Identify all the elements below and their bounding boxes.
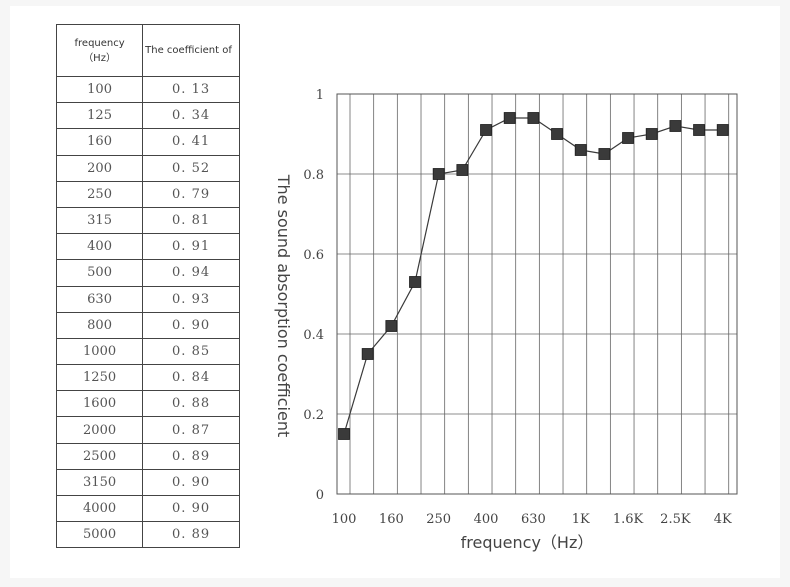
- data-point-marker: [716, 124, 729, 136]
- data-point-marker: [527, 112, 540, 124]
- y-tick-label: 0.2: [303, 408, 324, 423]
- data-point-marker: [551, 128, 563, 140]
- y-tick-label: 0: [316, 488, 324, 503]
- data-point-marker: [598, 148, 611, 160]
- y-tick-label: 0.4: [303, 328, 324, 343]
- plot-area-border: [336, 93, 738, 495]
- frequency-cell: 1000: [55, 337, 144, 366]
- data-point-marker: [338, 428, 350, 440]
- table-row: 200 0. 52: [55, 154, 240, 182]
- x-tick-label: 400: [474, 512, 499, 527]
- data-point-marker: [385, 320, 398, 332]
- x-tick-label: 250: [426, 512, 451, 527]
- table-row: 250 0. 79: [55, 180, 240, 208]
- x-tick-label: 1.6K: [613, 512, 644, 527]
- coefficient-cell: 0. 41: [142, 128, 240, 156]
- table-row: 1600 0. 88: [55, 390, 240, 418]
- coefficient-cell: 0. 93: [142, 285, 240, 313]
- y-tick-label: 0.8: [303, 168, 324, 183]
- x-tick-label: 1K: [572, 512, 590, 527]
- frequency-cell: 160: [55, 128, 144, 156]
- table-row: 125 0. 34: [55, 102, 240, 130]
- frequency-header-label: frequency: [74, 37, 125, 49]
- frequency-cell: 400: [55, 233, 144, 261]
- table-row: 315 0. 81: [55, 206, 240, 235]
- coefficient-cell: 0. 91: [142, 233, 240, 261]
- coefficient-cell: 0. 90: [142, 311, 240, 339]
- table-row: 5000 0. 89: [55, 521, 240, 549]
- frequency-cell: 3150: [55, 468, 144, 497]
- table-row: 1000 0. 85: [55, 337, 240, 366]
- coefficient-cell: 0. 87: [142, 416, 240, 444]
- data-point-marker: [361, 348, 374, 360]
- frequency-cell: 4000: [55, 494, 144, 523]
- data-point-marker: [574, 144, 587, 156]
- data-point-marker: [480, 124, 492, 136]
- chart-grid: [337, 94, 737, 494]
- series-markers: [338, 112, 729, 440]
- coefficient-cell: 0. 88: [142, 390, 240, 418]
- data-point-marker: [645, 128, 658, 140]
- coefficient-cell: 0. 52: [142, 154, 240, 182]
- table-row: 2000 0. 87: [55, 416, 240, 444]
- frequency-cell: 250: [55, 180, 144, 208]
- y-tick-label: 1: [316, 88, 324, 103]
- table-row: 2500 0. 89: [55, 442, 240, 470]
- data-point-marker: [432, 168, 445, 180]
- table-row: 630 0. 93: [55, 285, 240, 313]
- table-row: 400 0. 91: [55, 233, 240, 261]
- y-axis-ticks: 0 0.2 0.4 0.6 0.8 1: [303, 88, 324, 503]
- frequency-coefficient-table: frequency （Hz） The coefficient of 100 0. …: [55, 24, 240, 549]
- series-line: [343, 117, 723, 435]
- data-point-marker: [503, 112, 516, 124]
- frequency-cell: 125: [55, 102, 144, 130]
- coefficient-cell: 0. 89: [142, 521, 240, 549]
- table-body: 100 0. 13 125 0. 34 160 0. 41 200 0. 52 250 0. 79…: [55, 75, 240, 549]
- x-tick-label: 630: [521, 512, 546, 527]
- data-point-marker: [409, 276, 421, 288]
- frequency-cell: 800: [55, 311, 144, 339]
- y-axis-title: The sound absorption coefficient: [274, 174, 293, 437]
- frequency-cell: 5000: [55, 521, 144, 549]
- data-point-marker: [622, 132, 634, 144]
- x-tick-label: 4K: [714, 512, 732, 527]
- data-point-marker: [456, 164, 469, 176]
- coefficient-cell: 0. 34: [142, 102, 240, 130]
- x-tick-label: 160: [379, 512, 404, 527]
- table-row: 3150 0. 90: [55, 468, 240, 497]
- x-axis-title: frequency（Hz）: [461, 533, 594, 552]
- data-point-marker: [669, 120, 682, 132]
- table-row: 100 0. 13: [55, 75, 240, 104]
- x-tick-label: 100: [332, 512, 357, 527]
- x-tick-label: 2.5K: [660, 512, 691, 527]
- coefficient-cell: 0. 79: [142, 180, 240, 208]
- x-axis-ticks: 100 160 250 400 630 1K 1.6K 2.5K 4K: [332, 512, 732, 527]
- frequency-cell: 2000: [55, 416, 144, 444]
- frequency-header-unit: （Hz）: [83, 52, 116, 64]
- table-row: 800 0. 90: [55, 311, 240, 339]
- data-point-marker: [693, 124, 705, 136]
- coefficient-cell: 0. 13: [142, 75, 240, 104]
- frequency-column-header: frequency （Hz）: [55, 24, 144, 77]
- table-header-row: frequency （Hz） The coefficient of: [55, 24, 240, 77]
- coefficient-cell: 0. 81: [142, 206, 240, 235]
- coefficient-column-header: The coefficient of: [142, 24, 240, 77]
- table-row: 4000 0. 90: [55, 494, 240, 523]
- frequency-cell: 315: [55, 206, 144, 235]
- frequency-cell: 200: [55, 154, 144, 182]
- frequency-cell: 1600: [55, 390, 144, 418]
- y-tick-label: 0.6: [303, 248, 324, 263]
- table-row: 160 0. 41: [55, 128, 240, 156]
